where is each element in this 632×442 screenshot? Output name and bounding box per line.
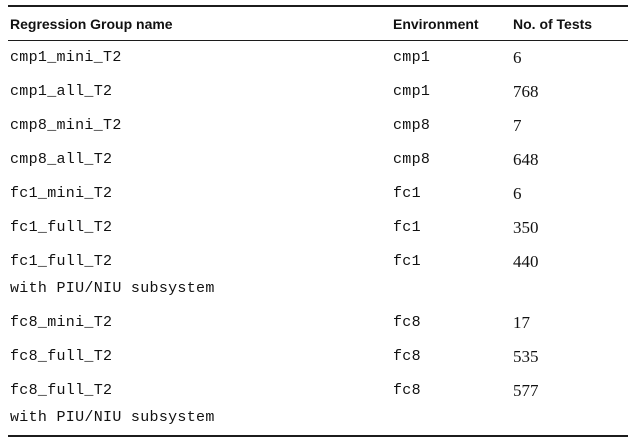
environment-value: cmp8 — [393, 117, 431, 134]
tests-value: 577 — [513, 381, 539, 400]
regression-group-name: fc8_full_T2 — [10, 382, 113, 399]
regression-groups-table: Regression Group name Environment No. of… — [8, 5, 628, 437]
tests-value: 350 — [513, 218, 539, 237]
column-header-environment: Environment — [391, 6, 511, 41]
tests-value: 6 — [513, 184, 522, 203]
environment-value: cmp1 — [393, 49, 431, 66]
environment-value: fc8 — [393, 314, 421, 331]
regression-group-name: fc8_mini_T2 — [10, 314, 113, 331]
environment-value: cmp1 — [393, 83, 431, 100]
environment-value: cmp8 — [393, 151, 431, 168]
environment-value: fc1 — [393, 253, 421, 270]
header-row: Regression Group name Environment No. of… — [8, 6, 628, 41]
regression-group-name: cmp8_mini_T2 — [10, 117, 122, 134]
tests-value: 440 — [513, 252, 539, 271]
regression-group-name: fc1_mini_T2 — [10, 185, 113, 202]
regression-group-name: fc1_full_T2 — [10, 219, 113, 236]
tests-value: 17 — [513, 313, 530, 332]
column-header-regression-group-name: Regression Group name — [8, 6, 391, 41]
table-row: fc8_full_T2 fc8 535 — [8, 340, 628, 374]
table-row: fc8_full_T2 with PIU/NIU subsystem fc8 5… — [8, 374, 628, 436]
regression-group-note: with PIU/NIU subsystem — [10, 280, 215, 297]
tests-value: 535 — [513, 347, 539, 366]
table-row: cmp8_mini_T2 cmp8 7 — [8, 109, 628, 143]
tests-value: 648 — [513, 150, 539, 169]
table-body: cmp1_mini_T2 cmp1 6 cmp1_all_T2 cmp1 768… — [8, 41, 628, 437]
table-row: fc1_full_T2 fc1 350 — [8, 211, 628, 245]
regression-group-name: cmp1_mini_T2 — [10, 49, 122, 66]
table-row: cmp8_all_T2 cmp8 648 — [8, 143, 628, 177]
table-row: cmp1_all_T2 cmp1 768 — [8, 75, 628, 109]
regression-group-name: fc8_full_T2 — [10, 348, 113, 365]
table-row: cmp1_mini_T2 cmp1 6 — [8, 41, 628, 76]
table-row: fc8_mini_T2 fc8 17 — [8, 306, 628, 340]
table-row: fc1_full_T2 with PIU/NIU subsystem fc1 4… — [8, 245, 628, 306]
environment-value: fc8 — [393, 382, 421, 399]
environment-value: fc1 — [393, 185, 421, 202]
regression-group-name: cmp1_all_T2 — [10, 83, 113, 100]
tests-value: 7 — [513, 116, 522, 135]
regression-group-name: cmp8_all_T2 — [10, 151, 113, 168]
tests-value: 6 — [513, 48, 522, 67]
regression-group-note: with PIU/NIU subsystem — [10, 409, 215, 426]
environment-value: fc1 — [393, 219, 421, 236]
column-header-no-of-tests: No. of Tests — [511, 6, 628, 41]
table-row: fc1_mini_T2 fc1 6 — [8, 177, 628, 211]
tests-value: 768 — [513, 82, 539, 101]
environment-value: fc8 — [393, 348, 421, 365]
regression-group-name: fc1_full_T2 — [10, 253, 113, 270]
